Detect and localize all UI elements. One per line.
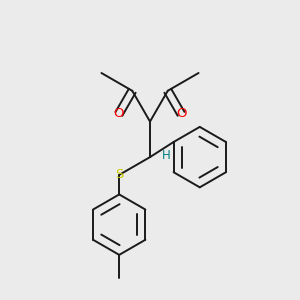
Text: O: O [114,107,124,120]
Text: S: S [115,168,123,182]
Text: H: H [161,149,170,162]
Text: O: O [176,107,186,120]
